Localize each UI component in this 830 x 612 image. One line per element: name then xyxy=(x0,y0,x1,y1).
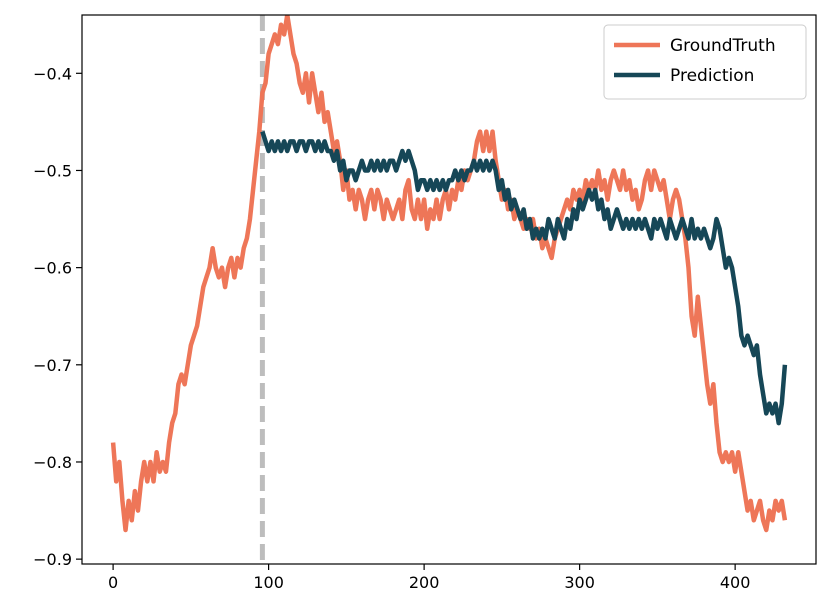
y-tick-label: −0.8 xyxy=(33,453,72,472)
y-axis: −0.9 −0.8 −0.7 −0.6 −0.5 −0.4 xyxy=(33,64,82,569)
x-tick-label: 0 xyxy=(108,573,118,592)
x-tick-label: 400 xyxy=(720,573,751,592)
series-line-groundtruth xyxy=(110,15,788,533)
y-tick-label: −0.5 xyxy=(33,161,72,180)
y-tick-label: −0.6 xyxy=(33,259,72,278)
x-tick-label: 100 xyxy=(253,573,284,592)
series-layer xyxy=(110,15,788,564)
x-tick-label: 300 xyxy=(564,573,595,592)
y-tick-label: −0.7 xyxy=(33,356,72,375)
legend-label-groundtruth: GroundTruth xyxy=(670,36,776,56)
legend-label-prediction: Prediction xyxy=(670,66,754,86)
x-axis: 0 100 200 300 400 xyxy=(108,564,750,592)
y-tick-label: −0.9 xyxy=(33,550,72,569)
axes-frame xyxy=(81,14,817,565)
series-line-prediction xyxy=(260,130,788,426)
y-tick-label: −0.4 xyxy=(33,64,72,83)
legend: GroundTruth Prediction xyxy=(603,24,807,100)
x-tick-label: 200 xyxy=(409,573,440,592)
